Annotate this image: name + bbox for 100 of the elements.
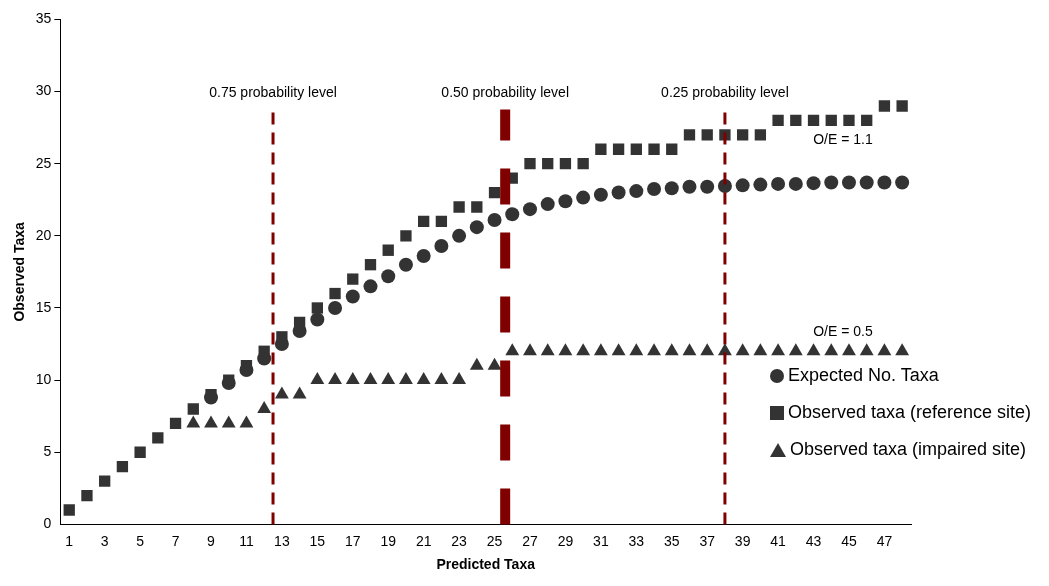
y-tick-label: 5 [43, 443, 52, 460]
point [452, 228, 467, 243]
legend-label: Observed taxa (reference site) [787, 401, 1031, 424]
point [647, 181, 662, 196]
point [577, 158, 589, 170]
point [896, 100, 908, 112]
point [364, 259, 377, 271]
y-tick-label: 35 [35, 10, 52, 27]
point [753, 177, 768, 192]
point [487, 357, 502, 370]
point [505, 207, 520, 222]
point [186, 415, 201, 428]
point [540, 197, 555, 212]
point [523, 343, 537, 356]
point [790, 114, 802, 127]
point [682, 179, 697, 194]
x-tick-label: 3 [100, 532, 109, 549]
point [612, 143, 625, 155]
point [735, 343, 750, 356]
point [666, 143, 678, 155]
x-tick-label: 21 [415, 532, 432, 549]
point [169, 417, 182, 430]
point [292, 386, 307, 399]
point [116, 461, 129, 473]
point [824, 175, 839, 190]
point [682, 343, 697, 356]
y-tick-label: 10 [35, 370, 52, 387]
x-tick-label: 35 [663, 532, 680, 549]
point [311, 302, 323, 314]
y-tick-label: 0 [43, 515, 52, 532]
x-tick-label: 27 [522, 532, 538, 549]
point [399, 372, 413, 385]
point [788, 176, 803, 191]
point [771, 176, 786, 191]
point [363, 279, 378, 294]
ref-line-label: 0.50 probability level [441, 84, 569, 101]
point [895, 343, 910, 356]
point [806, 176, 821, 191]
x-tick-label: 17 [344, 532, 361, 549]
x-tick-label: 39 [734, 532, 751, 549]
point [382, 244, 394, 256]
point [788, 343, 803, 356]
x-tick-label: 33 [628, 532, 645, 549]
point [877, 343, 892, 356]
x-tick-label: 43 [805, 532, 822, 549]
point [487, 212, 502, 227]
y-tick-label: 15 [35, 298, 52, 315]
point [152, 432, 164, 444]
point [524, 158, 536, 170]
point [328, 372, 342, 385]
point [701, 129, 713, 141]
point [593, 187, 608, 202]
point [453, 201, 465, 213]
point [736, 129, 749, 141]
ref-line-label: 0.25 probability level [661, 84, 789, 101]
point [629, 184, 644, 199]
point [753, 343, 768, 356]
point [540, 343, 555, 356]
point [683, 129, 696, 141]
y-tick-label: 25 [35, 154, 52, 171]
point [381, 372, 396, 385]
x-tick-label: 29 [557, 532, 574, 549]
point [363, 372, 378, 385]
legend-label: Observed taxa (impaired site) [789, 438, 1026, 461]
point [434, 238, 449, 253]
point [471, 201, 483, 213]
point [664, 181, 679, 196]
point [576, 190, 591, 205]
point [542, 158, 554, 170]
point [435, 215, 448, 228]
point [347, 273, 359, 285]
point [452, 372, 467, 385]
point [488, 186, 501, 199]
point [806, 343, 821, 356]
point [611, 185, 626, 200]
point [381, 269, 396, 284]
point [843, 114, 855, 127]
x-tick-label: 15 [309, 532, 326, 549]
point [400, 230, 412, 242]
point [861, 114, 873, 127]
point [878, 100, 891, 112]
point [257, 400, 272, 413]
point [81, 489, 93, 502]
point [558, 343, 573, 356]
x-tick-label: 13 [274, 532, 290, 549]
point [877, 175, 892, 190]
x-tick-label: 7 [171, 532, 180, 549]
point [825, 114, 837, 127]
y-tick-label: 20 [35, 226, 52, 243]
point [630, 143, 642, 155]
point [418, 215, 430, 228]
point [629, 343, 644, 356]
point [293, 316, 306, 329]
point [398, 257, 413, 272]
x-tick-label: 45 [841, 532, 857, 549]
point [841, 175, 856, 190]
point [469, 357, 484, 370]
point [754, 129, 767, 141]
x-tick-label: 11 [239, 532, 254, 549]
x-tick-label: 41 [770, 532, 787, 549]
